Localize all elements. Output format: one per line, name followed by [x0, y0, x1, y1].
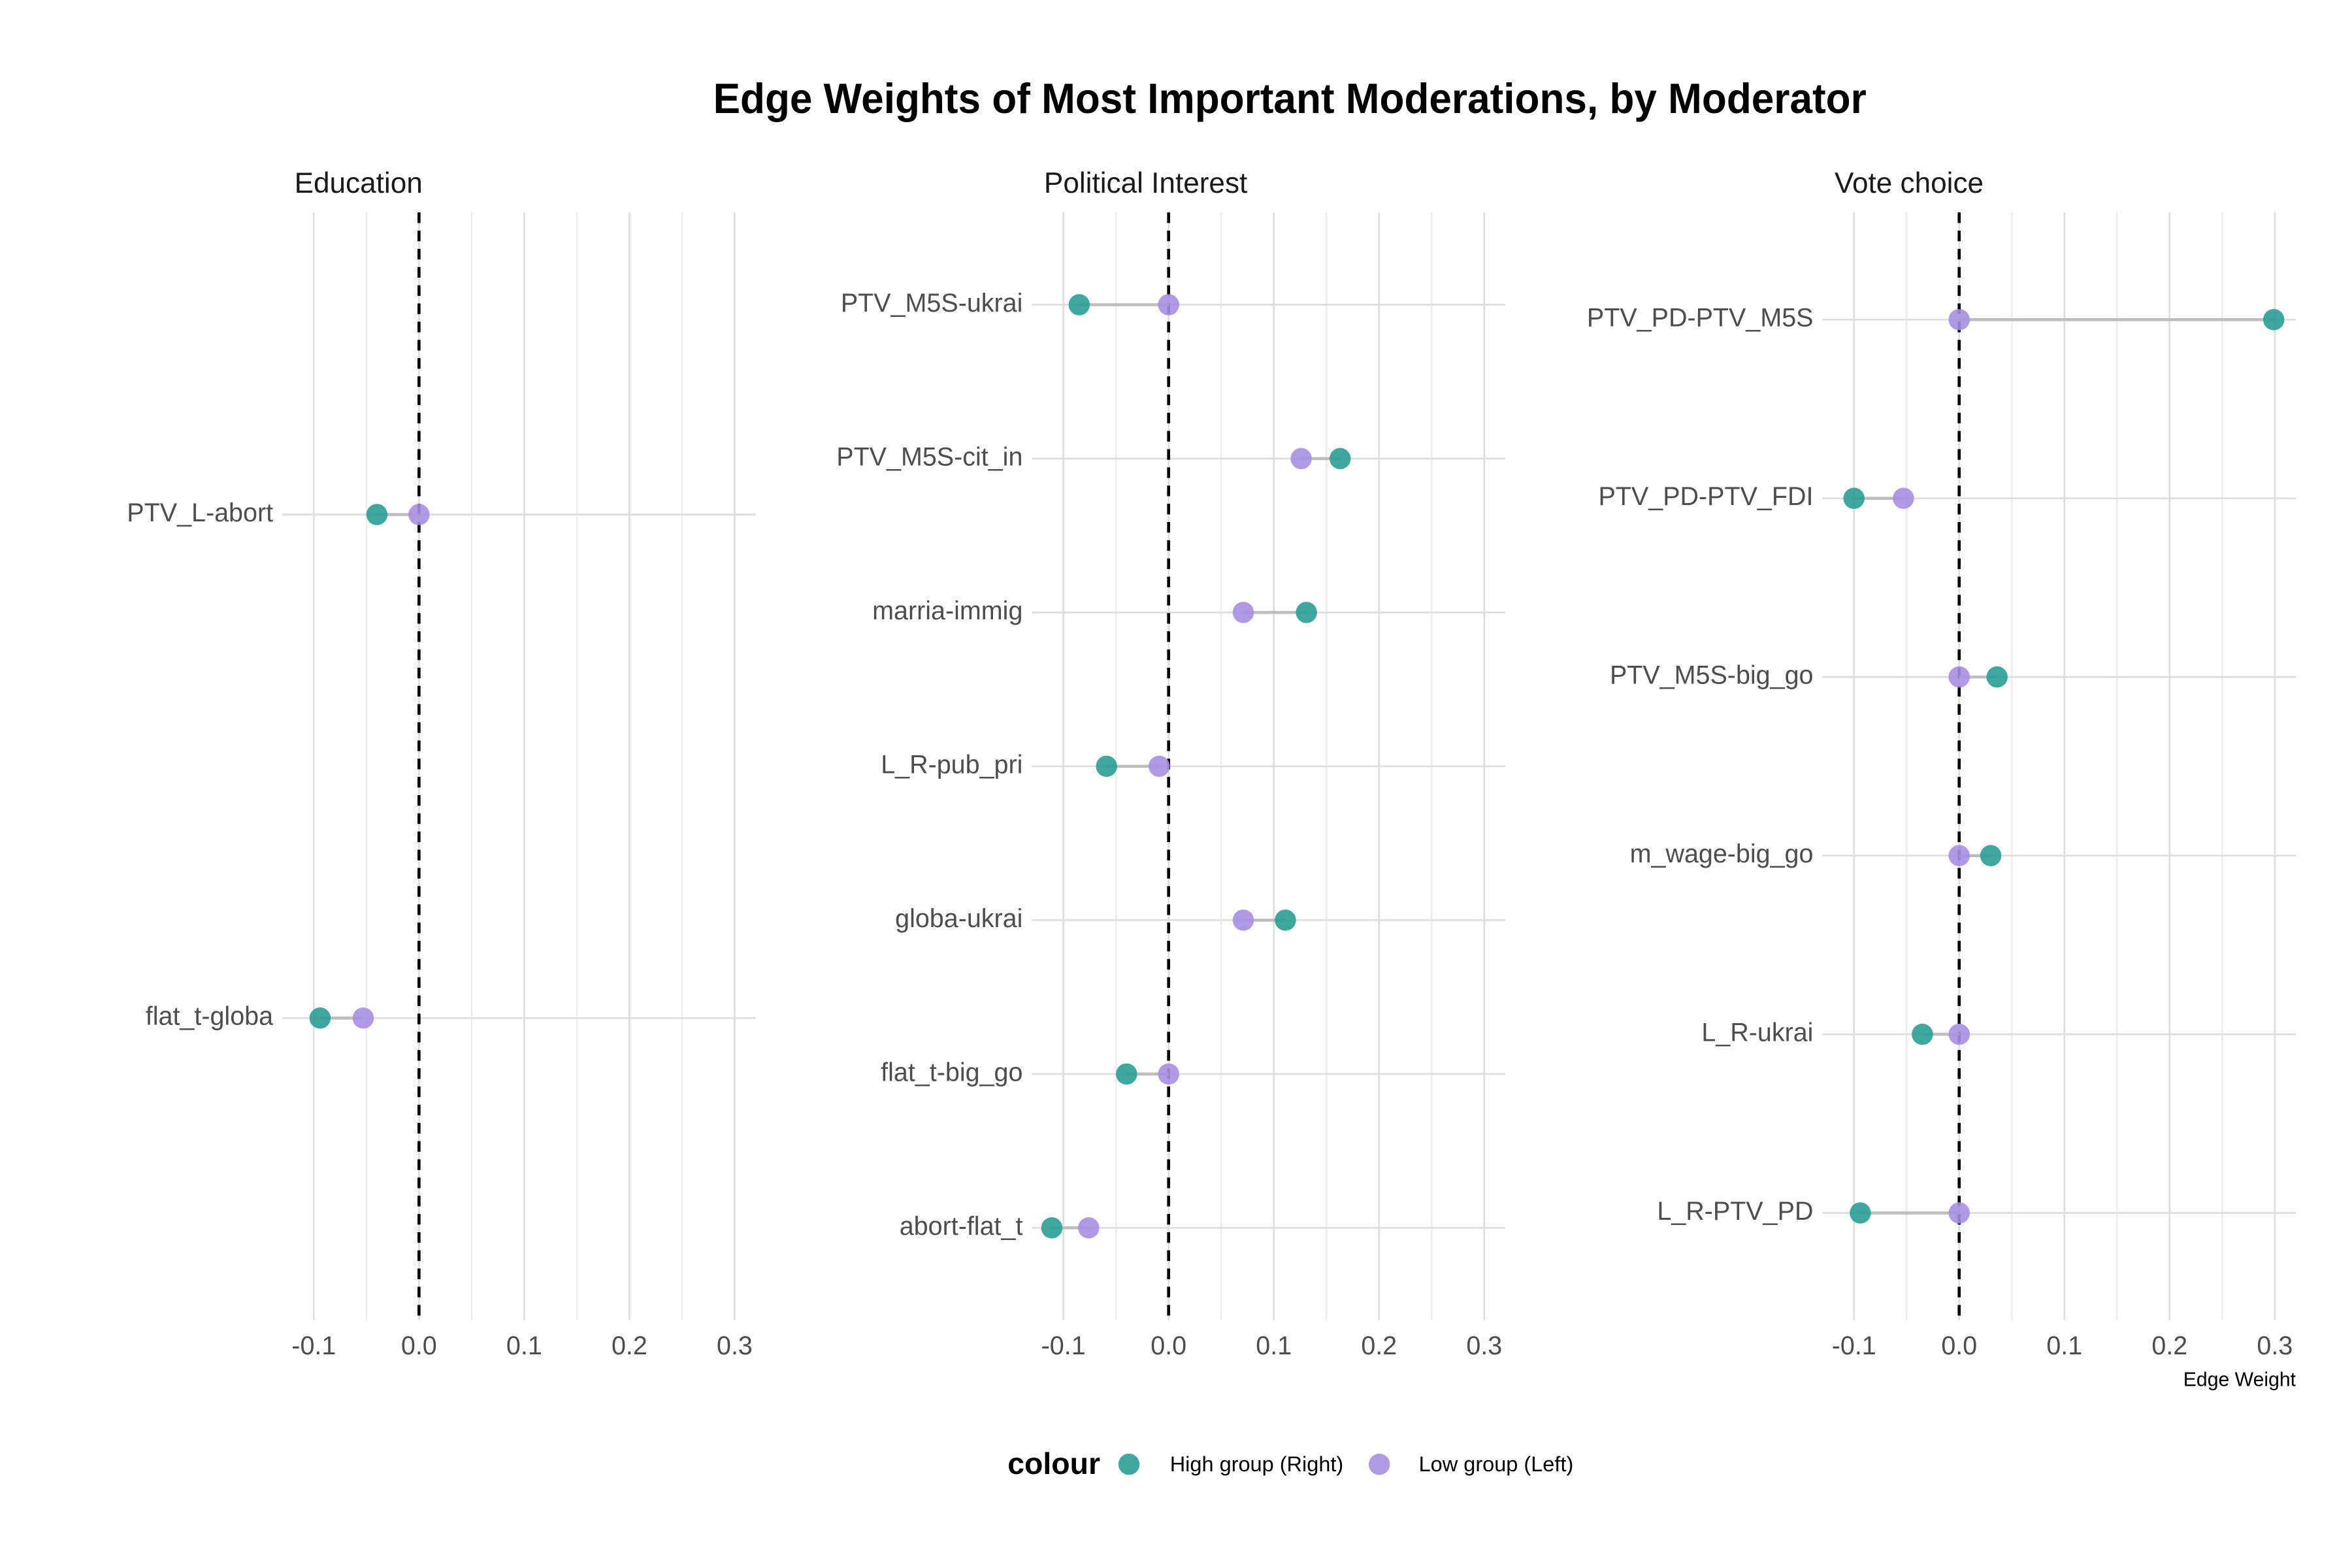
x-axis-label: Edge Weight: [2183, 1369, 2296, 1391]
point: [1912, 1023, 1933, 1045]
point: [1068, 294, 1090, 316]
point: [1232, 602, 1254, 623]
point: [1329, 448, 1351, 470]
panel-title: Education: [295, 167, 423, 199]
y-tick-label: PTV_L-abort: [127, 498, 273, 527]
y-tick-label: PTV_PD-PTV_M5S: [1587, 304, 1814, 333]
y-tick-label: L_R-pub_pri: [881, 750, 1022, 779]
point: [1296, 602, 1317, 623]
point: [1948, 1202, 1970, 1224]
point: [1948, 1023, 1970, 1045]
point: [1096, 755, 1117, 777]
y-tick-label: abort-flat_t: [900, 1212, 1023, 1241]
point: [1980, 845, 2002, 866]
x-tick-label: 0.1: [2046, 1331, 2082, 1360]
x-tick-label: 0.2: [2151, 1331, 2187, 1360]
x-tick-label: 0.3: [2257, 1331, 2293, 1360]
point: [1148, 755, 1170, 777]
y-tick-label: L_R-ukrai: [1701, 1019, 1813, 1047]
point: [1986, 666, 2008, 688]
y-tick-label: m_wage-big_go: [1630, 840, 1814, 868]
point: [1948, 308, 1970, 331]
x-tick-label: 0.2: [612, 1331, 647, 1360]
point: [1843, 487, 1865, 509]
point: [1232, 909, 1254, 931]
x-tick-label: 0.0: [401, 1331, 437, 1360]
y-tick-label: globa-ukrai: [895, 904, 1022, 933]
y-tick-label: PTV_PD-PTV_FDI: [1598, 482, 1813, 511]
point: [1078, 1217, 1100, 1239]
point: [1116, 1063, 1137, 1085]
point: [1948, 666, 1970, 688]
chart-title: Edge Weights of Most Important Moderatio…: [713, 74, 1867, 122]
legend-label: Low group (Left): [1419, 1452, 1574, 1476]
panel-title: Vote choice: [1835, 167, 1984, 199]
point: [1041, 1217, 1063, 1239]
point: [1158, 1063, 1179, 1085]
point: [1158, 294, 1179, 316]
point: [352, 1007, 374, 1029]
point: [366, 504, 388, 525]
point: [1275, 909, 1296, 931]
point: [1850, 1202, 1871, 1224]
legend-swatch: [1118, 1454, 1140, 1475]
x-tick-label: -0.1: [1832, 1331, 1876, 1360]
point: [1948, 845, 1970, 866]
panel-title: Political Interest: [1044, 167, 1247, 199]
x-tick-label: 0.2: [1361, 1331, 1397, 1360]
legend-swatch: [1368, 1454, 1390, 1475]
x-tick-label: -0.1: [291, 1331, 336, 1360]
y-tick-label: PTV_M5S-big_go: [1610, 661, 1814, 690]
legend-label: High group (Right): [1170, 1452, 1344, 1476]
y-tick-label: flat_t-globa: [146, 1002, 273, 1031]
x-tick-label: 0.1: [506, 1331, 542, 1360]
x-tick-label: 0.3: [717, 1331, 753, 1360]
x-tick-label: 0.0: [1941, 1331, 1977, 1360]
point: [408, 504, 430, 525]
x-tick-label: 0.0: [1151, 1331, 1186, 1360]
x-tick-label: -0.1: [1041, 1331, 1086, 1360]
y-tick-label: PTV_M5S-cit_in: [836, 442, 1022, 471]
point: [1893, 487, 1914, 509]
point: [309, 1007, 331, 1029]
legend-title: colour: [1007, 1446, 1100, 1480]
y-tick-label: L_R-PTV_PD: [1657, 1197, 1813, 1226]
y-tick-label: flat_t-big_go: [881, 1058, 1022, 1086]
point: [2262, 308, 2285, 331]
y-tick-label: marria-immig: [872, 596, 1022, 625]
point: [1290, 448, 1312, 470]
x-tick-label: 0.3: [1466, 1331, 1502, 1360]
x-tick-label: 0.1: [1256, 1331, 1292, 1360]
y-tick-label: PTV_M5S-ukrai: [841, 289, 1023, 318]
